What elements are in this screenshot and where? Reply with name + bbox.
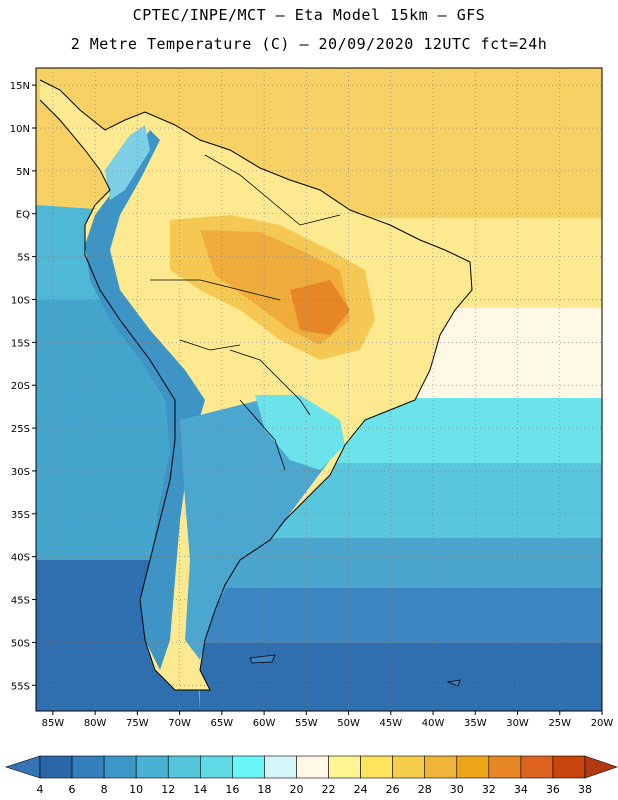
lon-tick-label: 45W <box>379 718 402 729</box>
colorbar-swatch <box>392 755 426 779</box>
southern-brazil-mild-area <box>255 395 345 470</box>
colorbar-label: 28 <box>418 783 432 796</box>
colorbar-label: 20 <box>289 783 303 796</box>
lat-tick-label: 45S <box>11 596 30 607</box>
colorbar-label: 14 <box>193 783 207 796</box>
temperature-field <box>36 68 602 711</box>
latitude-ticks: 15N 10N 5N EQ 5S 10S 15S 20S 25S 30S 35S 40S 45S 50S 5… <box>10 81 36 692</box>
lon-tick-label: 20W <box>591 718 614 729</box>
andes-cold-area <box>85 130 205 670</box>
longitude-ticks: 85W 80W 75W 70W 65W 60W 55W 50W 45W 40W 35W 30W 25W 2… <box>42 711 614 729</box>
islands <box>249 654 461 687</box>
colorbar-label: 4 <box>37 783 44 796</box>
colorbar-swatch <box>456 755 490 779</box>
lat-tick-label: 10S <box>11 295 30 306</box>
colorbar-label: 18 <box>257 783 271 796</box>
map-title: CPTEC/INPE/MCT – Eta Model 15km – GFS <box>132 6 486 24</box>
lat-tick-label: 40S <box>11 553 30 564</box>
pacific-cool-area-2 <box>36 300 190 560</box>
lon-tick-label: 40W <box>422 718 445 729</box>
colorbar-swatch <box>167 755 201 779</box>
brazil-hottest-area <box>290 280 350 335</box>
colorbar-swatch <box>39 755 73 779</box>
lat-tick-label: 25S <box>11 424 30 435</box>
colorbar-label: 26 <box>386 783 400 796</box>
colombia-highlands-area <box>105 125 150 200</box>
lon-tick-label: 30W <box>506 718 529 729</box>
colorbar-label: 34 <box>514 783 528 796</box>
lon-tick-label: 50W <box>337 718 360 729</box>
lat-tick-label: 15S <box>11 338 30 349</box>
map-subtitle: 2 Metre Temperature (C) – 20/09/2020 12U… <box>70 35 548 53</box>
colorbar-label: 8 <box>101 783 108 796</box>
lon-tick-label: 55W <box>295 718 318 729</box>
lat-tick-label: 5N <box>16 167 30 178</box>
coastline <box>39 79 473 691</box>
lat-tick-label: 5S <box>17 253 30 264</box>
colorbar-swatch <box>296 755 329 779</box>
colorbar-label: 16 <box>225 783 239 796</box>
lon-tick-label: 35W <box>464 718 487 729</box>
colorbar-swatch <box>264 755 297 779</box>
lon-tick-label: 75W <box>126 718 149 729</box>
colorbar-label: 6 <box>69 783 76 796</box>
map-frame <box>35 67 603 712</box>
colorbar-swatch <box>103 755 137 779</box>
lon-tick-label: 85W <box>42 718 65 729</box>
lon-tick-label: 70W <box>168 718 191 729</box>
lat-tick-label: EQ <box>16 210 30 221</box>
colorbar-label: 24 <box>354 783 368 796</box>
lat-tick-label: 50S <box>11 638 30 649</box>
colorbar-label: 22 <box>322 783 336 796</box>
lon-tick-label: 25W <box>548 718 571 729</box>
lat-tick-label: 10N <box>10 124 30 135</box>
patagonia-cool-area <box>180 400 330 660</box>
colorbar-label: 36 <box>546 783 560 796</box>
colorbar-label: 10 <box>129 783 143 796</box>
lon-tick-label: 60W <box>253 718 276 729</box>
colorbar-label: 32 <box>482 783 496 796</box>
colorbar-swatch <box>71 755 105 779</box>
colorbar-swatch <box>488 755 522 779</box>
colorbar-label: 38 <box>578 783 592 796</box>
colorbar-over-arrow <box>584 755 618 779</box>
lat-tick-label: 35S <box>11 510 30 521</box>
colorbar-swatch <box>135 755 169 779</box>
lat-tick-label: 30S <box>11 467 30 478</box>
lat-tick-label: 55S <box>11 681 30 692</box>
lon-tick-label: 80W <box>84 718 107 729</box>
colorbar-label: 30 <box>450 783 464 796</box>
lat-tick-label: 20S <box>11 381 30 392</box>
colorbar-swatch <box>199 755 233 779</box>
colorbar-label: 12 <box>161 783 175 796</box>
colorbar-under-arrow <box>5 755 41 779</box>
colorbar: 4 6 8 10 12 14 16 18 20 22 24 26 28 30 32 34 36 38 <box>5 755 618 796</box>
colorbar-swatch <box>360 755 393 779</box>
colorbar-swatch <box>328 755 361 779</box>
colorbar-swatch <box>520 755 554 779</box>
colorbar-swatch <box>424 755 458 779</box>
lat-tick-label: 15N <box>10 81 30 92</box>
lon-tick-label: 65W <box>211 718 234 729</box>
country-borders <box>150 154 341 471</box>
colorbar-swatch <box>552 755 586 779</box>
colorbar-swatch <box>232 755 265 779</box>
